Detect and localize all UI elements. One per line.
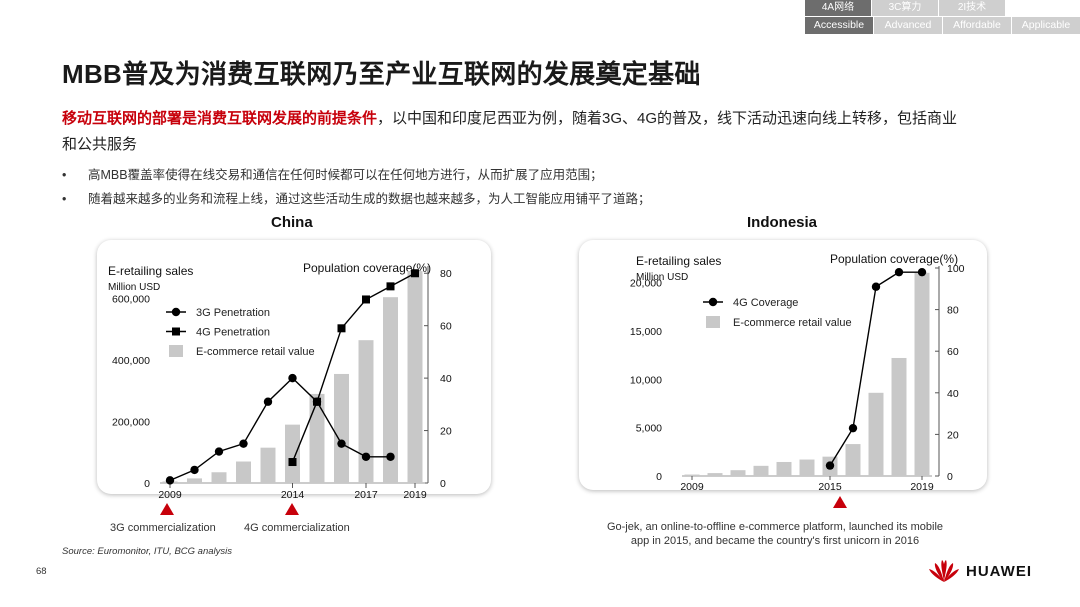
indonesia-annotation: Go-jek, an online-to-offline e-commerce … [593, 520, 957, 548]
china-milestone-triangle-0 [160, 503, 174, 515]
bullet-text: 高MBB覆盖率使得在线交易和通信在任何时候都可以在任何地方进行，从而扩展了应用范… [88, 168, 603, 182]
china-chart-panel [97, 240, 491, 494]
tab-3c-compute[interactable]: 3C算力 [872, 0, 938, 16]
page-number: 68 [36, 566, 47, 577]
indonesia-chart-title: Indonesia [747, 214, 818, 231]
huawei-logo: HUAWEI [928, 559, 1032, 583]
tab-advanced[interactable]: Advanced [874, 17, 942, 34]
bullet-item: • 随着越来越多的业务和流程上线，通过这些活动生成的数据也越来越多，为人工智能应用… [62, 192, 651, 206]
china-milestone-triangle-1 [285, 503, 299, 515]
tab-4a-network[interactable]: 4A网络 [805, 0, 871, 16]
bullet-item: • 高MBB覆盖率使得在线交易和通信在任何时候都可以在任何地方进行，从而扩展了应用… [62, 168, 603, 182]
indonesia-milestone-triangle-0 [833, 496, 847, 508]
china-annotation-4g: 4G commercialization [244, 522, 350, 534]
bullet-text: 随着越来越多的业务和流程上线，通过这些活动生成的数据也越来越多，为人工智能应用铺… [88, 192, 651, 206]
china-annotation-3g: 3G commercialization [110, 522, 216, 534]
source-note: Source: Euromonitor, ITU, BCG analysis [62, 546, 233, 557]
lead-text: ，以中国和印度尼西亚为例，随着3G、4G的普及，线下活动迅速向线上转移，包括商业… [62, 110, 958, 153]
huawei-flower-icon [929, 560, 959, 582]
tab-2i-tech[interactable]: 2I技术 [939, 0, 1005, 16]
page-title: MBB普及为消费互联网乃至产业互联网的发展奠定基础 [62, 59, 701, 89]
lead-highlight: 移动互联网的部署是消费互联网发展的前提条件 [62, 110, 378, 127]
indonesia-annotation-line1: Go-jek, an online-to-offline e-commerce … [606, 521, 944, 533]
tab-applicable[interactable]: Applicable [1012, 17, 1080, 34]
tab-accessible[interactable]: Accessible [805, 17, 873, 34]
tab-affordable[interactable]: Affordable [943, 17, 1011, 34]
top-nav-tabs: 4A网络 3C算力 2I技术 Accessible Advanced Affor… [804, 0, 1080, 34]
indonesia-chart-panel [579, 240, 987, 490]
lead-paragraph: 移动互联网的部署是消费互联网发展的前提条件，以中国和印度尼西亚为例，随着3G、4… [62, 106, 962, 158]
indonesia-annotation-line2: app in 2015, and became the country's fi… [630, 535, 920, 547]
huawei-logo-text: HUAWEI [966, 562, 1032, 580]
china-chart-title: China [271, 214, 313, 231]
